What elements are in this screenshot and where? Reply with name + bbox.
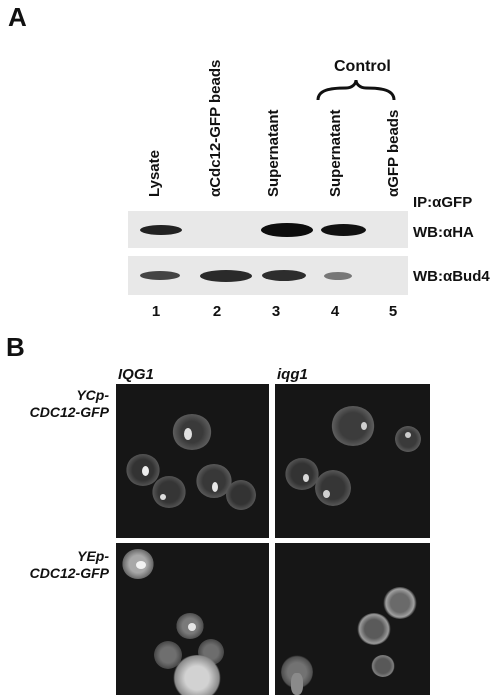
lane-number-5: 5 <box>388 303 398 320</box>
ip-label: IP:αGFP <box>413 194 473 211</box>
lane-number-1: 1 <box>151 303 161 320</box>
cell <box>226 480 256 510</box>
lane-label-gfp-beads: αGFP beads <box>385 109 402 197</box>
micrograph-ycp-iqg1 <box>116 384 269 538</box>
cell <box>285 458 319 490</box>
control-brace <box>316 79 396 101</box>
cell <box>395 426 421 452</box>
lane-number-4: 4 <box>330 303 340 320</box>
lane-label-lysate: Lysate <box>146 150 163 197</box>
micrograph-ycp-iqg1-mutant <box>275 384 430 538</box>
band-ha-lane4 <box>321 224 366 236</box>
band-ha-lane1 <box>140 225 182 235</box>
panel-a-letter: A <box>8 2 27 32</box>
cell <box>383 587 417 619</box>
band-ha-lane3 <box>261 223 313 237</box>
column-header-mutant: iqg1 <box>277 366 308 383</box>
control-label: Control <box>334 58 391 75</box>
septin-ring <box>136 561 146 569</box>
cell <box>357 613 391 645</box>
row-label-yep-line2: CDC12-GFP <box>29 565 109 581</box>
western-blot-bud4 <box>128 256 408 295</box>
septin-ring <box>212 482 218 492</box>
septin-ring <box>184 428 192 440</box>
row-label-ycp-line1: YCp- <box>76 387 109 403</box>
band-bud4-lane2 <box>200 270 252 282</box>
micrograph-yep-iqg1 <box>116 543 269 695</box>
micrograph-yep-iqg1-mutant <box>275 543 430 695</box>
cell-bud <box>291 673 303 695</box>
row-label-yep-line1: YEp- <box>77 548 109 564</box>
row-label-ycp: YCp- CDC12-GFP <box>30 387 109 421</box>
cell <box>315 470 351 506</box>
row-label-ycp-line2: CDC12-GFP <box>29 404 109 420</box>
cell <box>172 414 212 450</box>
lane-label-cdc12-beads: αCdc12-GFP beads <box>207 59 224 197</box>
row-label-yep: YEp- CDC12-GFP <box>30 548 109 582</box>
septin-ring <box>361 422 367 430</box>
column-header-wildtype: IQG1 <box>118 366 154 383</box>
lane-number-2: 2 <box>212 303 222 320</box>
band-bud4-lane3 <box>262 270 306 281</box>
cell <box>331 406 375 446</box>
septin-ring <box>303 474 309 482</box>
wb-bud4-label: WB:αBud4 <box>413 268 490 285</box>
band-bud4-lane4 <box>324 272 352 280</box>
cell <box>371 655 395 677</box>
panel-b-letter: B <box>6 332 25 362</box>
septin-ring <box>405 432 411 438</box>
western-blot-ha <box>128 211 408 248</box>
lane-number-3: 3 <box>271 303 281 320</box>
wb-ha-label: WB:αHA <box>413 224 474 241</box>
septin-ring <box>323 490 330 498</box>
cell <box>152 476 186 508</box>
septin-ring <box>160 494 166 500</box>
lane-label-supernatant-3: Supernatant <box>265 109 282 197</box>
lane-label-supernatant-4: Supernatant <box>327 109 344 197</box>
band-bud4-lane1 <box>140 271 180 280</box>
septin-ring <box>188 623 196 631</box>
septin-ring <box>142 466 149 476</box>
cell <box>172 655 222 695</box>
